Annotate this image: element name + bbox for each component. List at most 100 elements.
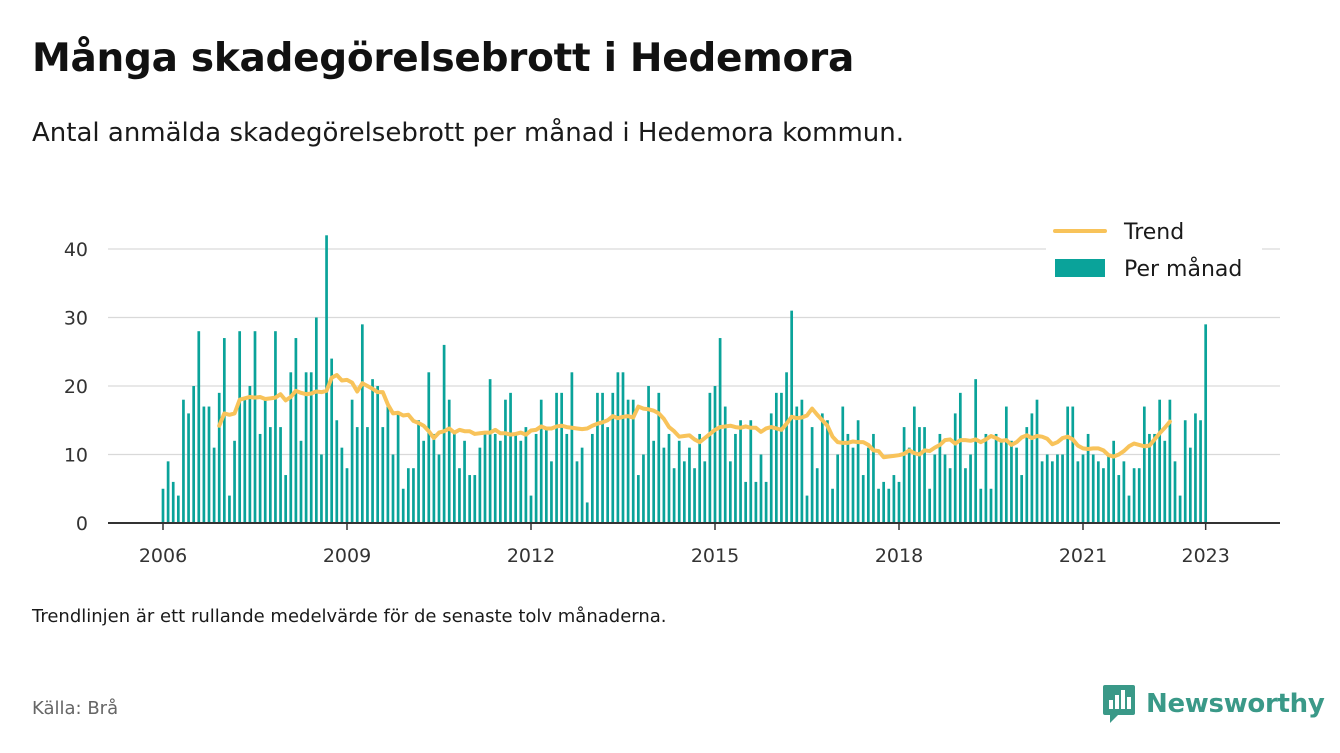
bar [688,447,691,523]
bar [948,468,952,523]
legend-trend-label: Trend [1123,220,1184,245]
bar [468,475,472,523]
bar [964,468,967,523]
bar [212,447,216,523]
bar [882,481,886,523]
monthly-bars [161,235,1208,524]
bar [432,433,436,523]
y-tick-label: 30 [64,308,88,330]
bar [197,331,201,523]
bar [524,427,528,523]
bar [1173,461,1177,523]
bar [1194,413,1197,523]
bar [202,406,206,523]
bar [401,488,405,523]
trend-line [217,373,1172,460]
bar [754,481,758,523]
bar [238,331,242,523]
bar [652,440,656,523]
bar [1040,461,1044,523]
brand-logo[interactable]: Newsworthy [1102,683,1325,725]
bar [928,488,932,523]
bar [1204,324,1208,523]
bar [611,392,615,523]
bar [764,481,768,523]
bar [877,488,880,523]
bar [1107,454,1110,523]
bar [228,495,231,523]
x-tick-label: 2006 [139,545,187,567]
bar [1142,406,1146,523]
bar [478,447,482,523]
bar [1056,454,1059,523]
bar [596,392,599,523]
bar [780,392,783,523]
bar [550,461,553,523]
bar [994,433,998,523]
x-axis-ticks: 2006 2009 2012 2015 2018 2021 2023 [139,523,1230,567]
bar [989,488,993,523]
bar [463,440,466,523]
bar [166,461,170,523]
bar [1153,433,1156,523]
bar [1199,420,1202,523]
bar [1066,406,1070,523]
bar [1132,468,1136,523]
bar [253,331,257,523]
bar [371,379,374,523]
bar [866,447,870,523]
bar [606,427,610,523]
bar [672,468,676,523]
bar [560,392,564,523]
bar [856,420,860,523]
bar [565,433,569,523]
bar [974,379,978,523]
source-label: Källa: Brå [32,698,119,719]
legend-bars-swatch [1055,259,1105,277]
bar [544,427,548,523]
bar [698,433,702,523]
bar [1010,440,1013,523]
bar [299,440,303,523]
x-tick-label: 2018 [875,545,923,567]
bar [442,344,446,523]
bar [417,420,420,523]
bar [580,447,584,523]
trend-line-group [217,373,1172,460]
bar [590,433,594,523]
bar [836,454,840,523]
bar [642,454,645,523]
bar [872,433,875,523]
brand-name: Newsworthy [1146,689,1325,719]
y-tick-label: 0 [76,513,88,535]
bar [734,433,737,523]
bar [274,331,277,523]
bar [810,427,814,523]
bar [585,502,589,523]
bar [233,440,236,523]
bar [682,461,686,523]
bar [795,406,799,523]
bar [176,495,180,523]
bar [1148,433,1151,523]
bar [1050,461,1054,523]
bar [1076,461,1080,523]
bar [447,399,451,523]
bar [1096,461,1100,523]
bar [851,447,855,523]
bar [999,440,1003,523]
bar [514,433,518,523]
bar [1025,427,1029,523]
bar [826,420,829,523]
bar [785,372,788,523]
bar [207,406,211,523]
bar [1020,475,1024,523]
bar [667,433,671,523]
bar [1091,454,1095,523]
bar [831,488,834,523]
bar [616,372,620,523]
y-tick-label: 40 [64,239,88,261]
bar [708,392,712,523]
bar [969,454,972,523]
legend: Trend Per månad [1046,212,1262,288]
